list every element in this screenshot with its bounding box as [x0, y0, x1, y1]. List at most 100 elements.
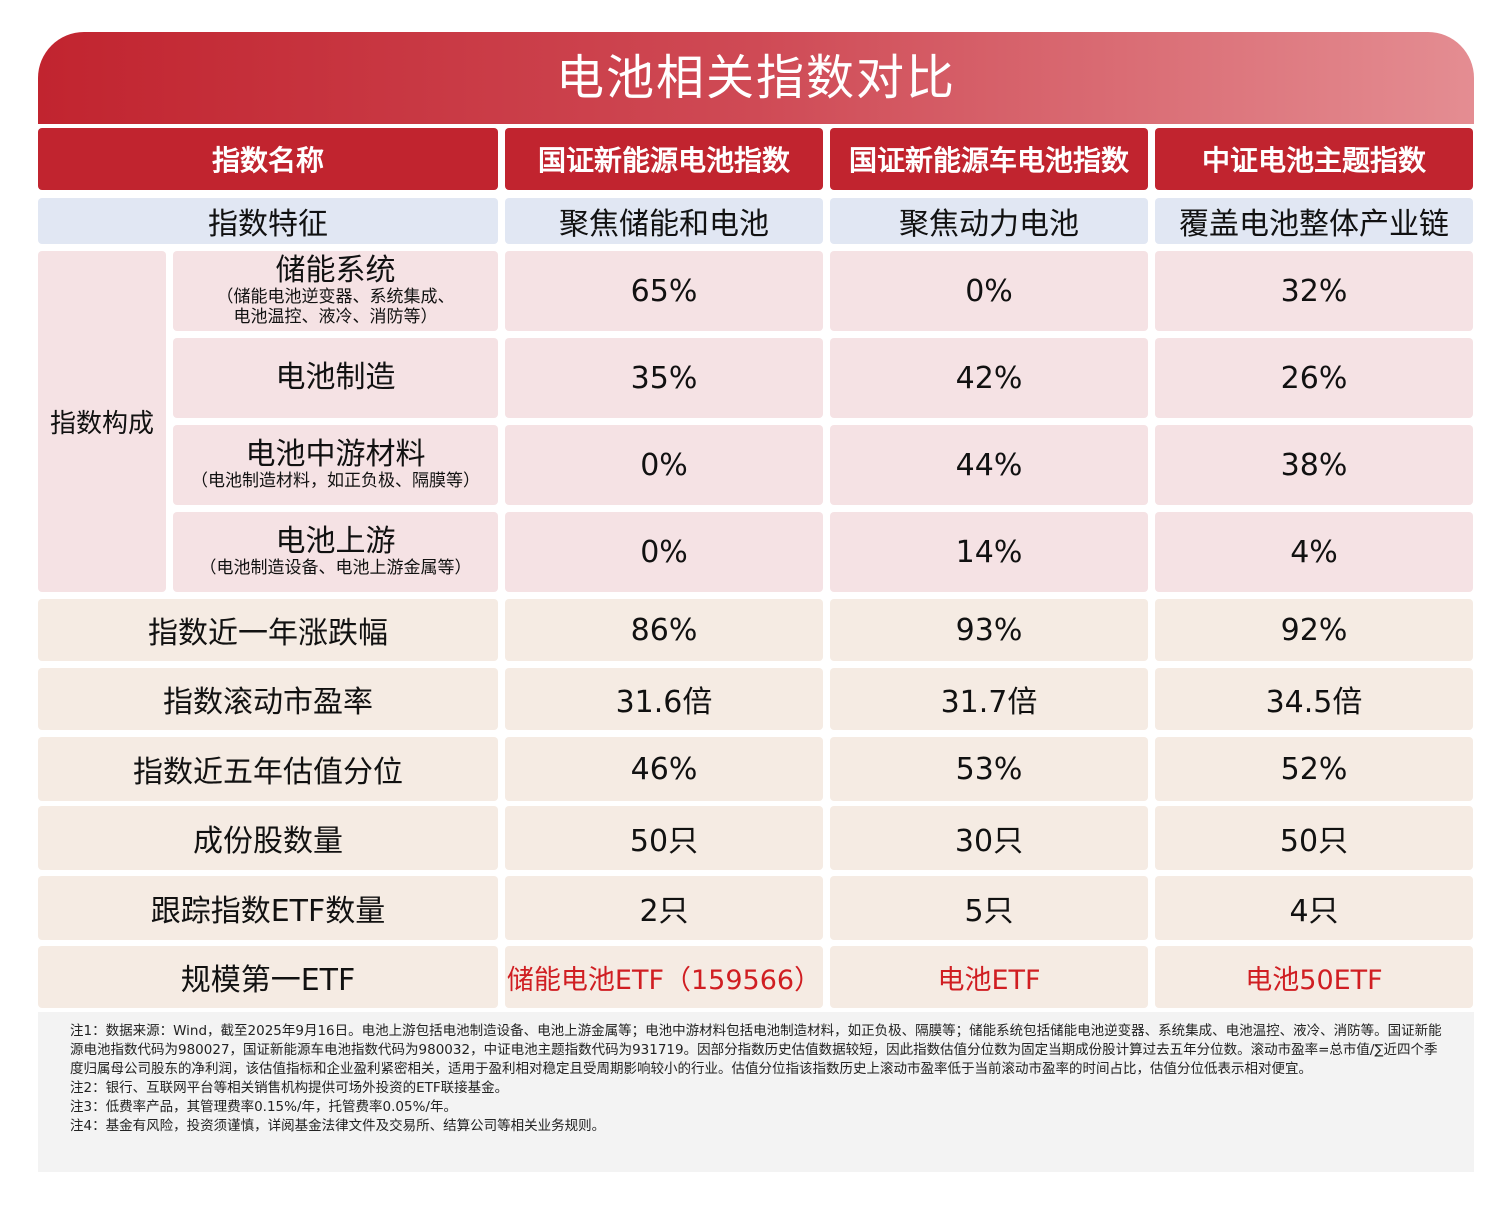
feature-value: 覆盖电池整体产业链 [1155, 198, 1473, 244]
feature-value-text: 覆盖电池整体产业链 [1179, 207, 1449, 242]
metric-label-text: 指数近一年涨跌幅 [148, 616, 388, 651]
composition-value-text: 44% [955, 447, 1023, 483]
metric-label: 规模第一ETF [38, 946, 498, 1008]
metric-label-text: 指数滚动市盈率 [163, 685, 373, 720]
composition-value: 35% [505, 338, 823, 418]
metric-value-text: 31.6倍 [615, 685, 713, 720]
metric-value-text: 53% [955, 751, 1023, 787]
feature-value-text: 聚焦储能和电池 [559, 207, 769, 242]
metric-value-text: 50只 [629, 824, 699, 859]
footnotes: 注1：数据来源：Wind，截至2025年9月16日。电池上游包括电池制造设备、电… [38, 1012, 1474, 1172]
composition-value-text: 0% [965, 273, 1013, 309]
composition-value: 0% [505, 512, 823, 592]
metric-value-text: 储能电池ETF（159566） [506, 964, 822, 996]
metric-label-text: 规模第一ETF [180, 963, 356, 998]
metric-label-text: 跟踪指数ETF数量 [150, 894, 386, 929]
header-cell: 指数名称 [38, 128, 498, 190]
metric-label: 成份股数量 [38, 806, 498, 870]
metric-value: 31.7倍 [830, 668, 1148, 730]
composition-value: 65% [505, 251, 823, 331]
composition-value: 0% [830, 251, 1148, 331]
metric-value-text: 5只 [964, 894, 1014, 929]
header-cell: 国证新能源车电池指数 [830, 128, 1148, 190]
feature-value-text: 聚焦动力电池 [899, 207, 1079, 242]
composition-value: 44% [830, 425, 1148, 505]
feature-value: 聚焦储能和电池 [505, 198, 823, 244]
composition-value-text: 35% [630, 360, 698, 396]
metric-label: 指数滚动市盈率 [38, 668, 498, 730]
composition-value-text: 26% [1280, 360, 1348, 396]
note-4: 注4：基金有风险，投资须谨慎，详阅基金法律文件及交易所、结算公司等相关业务规则。 [70, 1118, 606, 1134]
header-cell-text: 国证新能源车电池指数 [848, 144, 1129, 177]
composition-item-note: （电池制造材料，如正负极、隔膜等） [191, 471, 480, 491]
header-cell-text: 中证电池主题指数 [1201, 144, 1426, 177]
metric-value: 86% [505, 599, 823, 661]
header-cell: 中证电池主题指数 [1155, 128, 1473, 190]
metric-value-text: 93% [955, 612, 1023, 648]
feature-label: 指数特征 [38, 198, 498, 244]
metric-value: 93% [830, 599, 1148, 661]
composition-value: 26% [1155, 338, 1473, 418]
metric-value: 5只 [830, 876, 1148, 940]
composition-value-text: 14% [955, 534, 1023, 570]
metric-value-text: 86% [630, 612, 698, 648]
composition-value-text: 38% [1280, 447, 1348, 483]
note-1: 注1：数据来源：Wind，截至2025年9月16日。电池上游包括电池制造设备、电… [70, 1023, 1442, 1077]
metric-value: 52% [1155, 737, 1473, 801]
feature-label-text: 指数特征 [208, 207, 328, 242]
metric-label: 跟踪指数ETF数量 [38, 876, 498, 940]
metric-value: 电池ETF [830, 946, 1148, 1008]
metric-label: 指数近一年涨跌幅 [38, 599, 498, 661]
composition-value-text: 32% [1280, 273, 1348, 309]
feature-value: 聚焦动力电池 [830, 198, 1148, 244]
metric-value-text: 4只 [1289, 894, 1339, 929]
note-3: 注3：低费率产品，其管理费率0.15%/年，托管费率0.05%/年。 [70, 1099, 457, 1115]
composition-value-text: 0% [640, 534, 688, 570]
header-cell-text: 指数名称 [211, 144, 324, 177]
composition-item-text: 储能系统 [275, 253, 396, 288]
composition-item-note: （储能电池逆变器、系统集成、 电池温控、液冷、消防等） [216, 287, 455, 327]
metric-value-text: 电池50ETF [1245, 964, 1383, 996]
metric-value: 50只 [1155, 806, 1473, 870]
composition-value: 0% [505, 425, 823, 505]
page-title: 电池相关指数对比 [38, 32, 1474, 124]
header-cell: 国证新能源电池指数 [505, 128, 823, 190]
composition-item: 电池上游 （电池制造设备、电池上游金属等） [173, 512, 498, 592]
composition-value: 14% [830, 512, 1148, 592]
metric-value-text: 30只 [954, 824, 1024, 859]
composition-value-text: 0% [640, 447, 688, 483]
metric-value: 30只 [830, 806, 1148, 870]
metric-label: 指数近五年估值分位 [38, 737, 498, 801]
metric-value: 92% [1155, 599, 1473, 661]
composition-value: 38% [1155, 425, 1473, 505]
metric-value: 2只 [505, 876, 823, 940]
metric-value-text: 46% [630, 751, 698, 787]
metric-value-text: 31.7倍 [940, 685, 1038, 720]
metric-value: 46% [505, 737, 823, 801]
metric-value-text: 电池ETF [937, 964, 1041, 996]
metric-value: 34.5倍 [1155, 668, 1473, 730]
metric-value: 50只 [505, 806, 823, 870]
composition-value-text: 4% [1290, 534, 1338, 570]
metric-value: 4只 [1155, 876, 1473, 940]
metric-value-text: 92% [1280, 612, 1348, 648]
metric-value: 31.6倍 [505, 668, 823, 730]
composition-value: 42% [830, 338, 1148, 418]
metric-value-text: 34.5倍 [1265, 685, 1363, 720]
metric-value-text: 52% [1280, 751, 1348, 787]
composition-item-text: 电池上游 [275, 524, 396, 559]
metric-label-text: 成份股数量 [193, 824, 343, 859]
note-2: 注2：银行、互联网平台等相关销售机构提供可场外投资的ETF联接基金。 [70, 1080, 509, 1096]
composition-label-text: 指数构成 [49, 409, 154, 439]
composition-value: 32% [1155, 251, 1473, 331]
composition-value-text: 65% [630, 273, 698, 309]
metric-value-text: 50只 [1279, 824, 1349, 859]
composition-item: 电池制造 [173, 338, 498, 418]
composition-item: 电池中游材料 （电池制造材料，如正负极、隔膜等） [173, 425, 498, 505]
composition-item-text: 电池制造 [275, 360, 396, 395]
metric-value: 53% [830, 737, 1148, 801]
composition-item-text: 电池中游材料 [245, 437, 426, 472]
composition-label: 指数构成 [38, 251, 166, 592]
composition-value: 4% [1155, 512, 1473, 592]
metric-value: 电池50ETF [1155, 946, 1473, 1008]
